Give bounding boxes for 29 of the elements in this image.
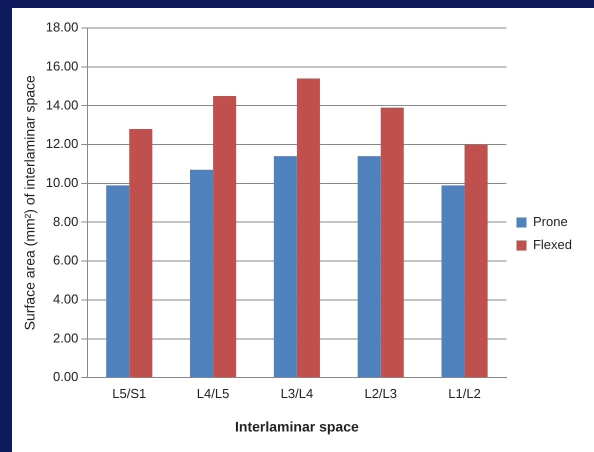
bar xyxy=(213,96,236,378)
legend-label: Flexed xyxy=(532,237,572,252)
bar xyxy=(380,108,404,378)
bar xyxy=(358,156,381,378)
bar xyxy=(464,144,488,378)
y-tick-label: 10.00 xyxy=(46,174,78,190)
x-tick-label: L5/S1 xyxy=(112,386,146,401)
bar xyxy=(442,185,465,378)
y-tick-label: 16.00 xyxy=(46,58,78,74)
y-tick-label: 12.00 xyxy=(46,136,78,152)
x-tick-label: L4/L5 xyxy=(196,386,230,401)
y-tick-label: 0.00 xyxy=(53,369,78,384)
bar xyxy=(190,170,214,378)
bar xyxy=(296,78,320,378)
x-axis-title: Interlaminar space xyxy=(235,418,359,434)
x-tick-label: L2/L3 xyxy=(364,386,398,401)
y-tick-label: 8.00 xyxy=(53,214,78,229)
y-tick-label: 2.00 xyxy=(53,330,78,346)
bar xyxy=(106,185,130,378)
y-tick-label: 18.00 xyxy=(46,20,78,35)
x-tick-label: L3/L4 xyxy=(280,386,314,401)
bar xyxy=(274,156,297,378)
y-tick-label: 14.00 xyxy=(46,97,78,112)
y-axis-title: Surface area (mm²) of interlaminar space xyxy=(21,74,38,330)
legend-label: Prone xyxy=(532,214,568,230)
x-tick-label: L1/L2 xyxy=(448,386,481,401)
y-tick-label: 4.00 xyxy=(53,291,78,306)
bar xyxy=(129,128,152,378)
y-tick-label: 6.00 xyxy=(53,252,78,268)
